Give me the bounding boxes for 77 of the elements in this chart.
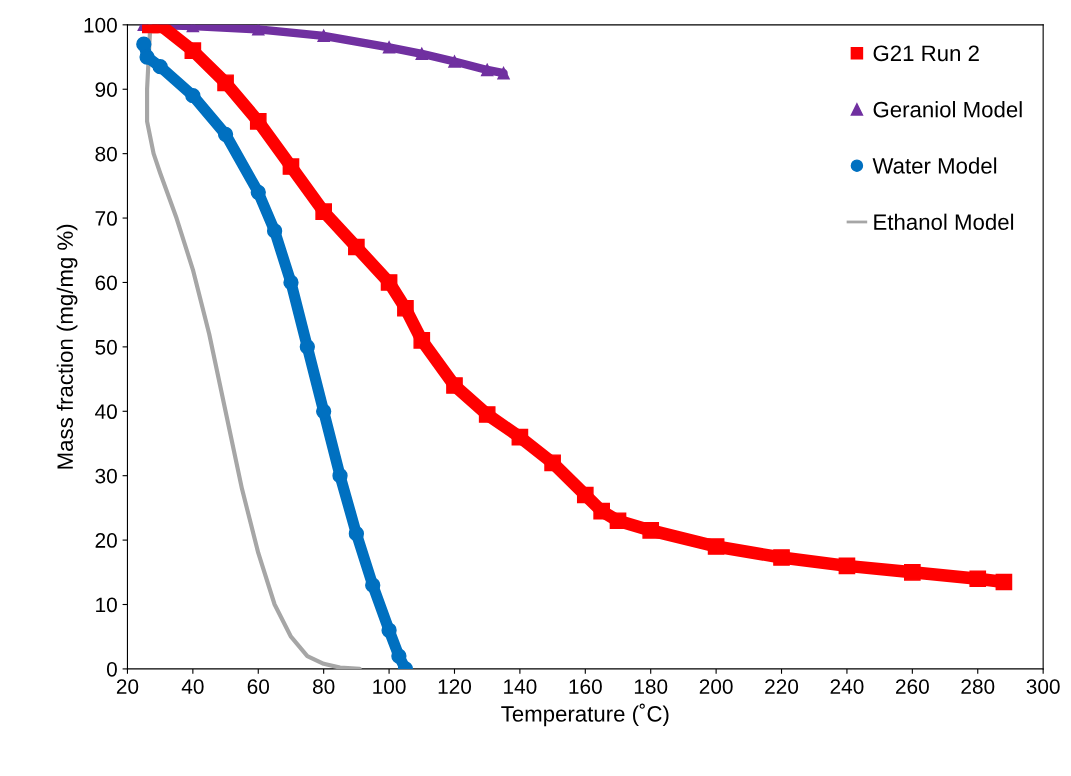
point xyxy=(391,648,407,664)
x-tick-label: 40 xyxy=(181,679,204,694)
point xyxy=(250,184,266,200)
y-tick-label: 20 xyxy=(95,533,117,548)
point xyxy=(593,502,610,520)
y-tick-label: 60 xyxy=(95,275,117,291)
point xyxy=(332,468,348,484)
x-tick-label: 140 xyxy=(504,679,537,694)
point xyxy=(773,549,790,566)
point xyxy=(316,403,332,419)
y-tick-label: 80 xyxy=(95,146,117,162)
legend-label: G21 Run 2 xyxy=(873,45,979,62)
point xyxy=(299,339,315,355)
x-tick-label: 300 xyxy=(1026,679,1060,694)
point xyxy=(576,486,594,504)
x-tick-label: 280 xyxy=(961,679,995,694)
point xyxy=(152,59,168,75)
y-tick-label: 30 xyxy=(95,468,117,484)
point xyxy=(415,47,429,61)
x-tick-label: 80 xyxy=(312,679,335,694)
point xyxy=(904,563,921,581)
point xyxy=(413,332,431,349)
point xyxy=(397,299,414,317)
x-axis-title: Temperature (˚C) xyxy=(501,703,669,727)
y-tick-label: 50 xyxy=(95,339,117,355)
y-tick-label: 70 xyxy=(95,211,117,226)
y-axis-title: Mass fraction (mg/mg %) xyxy=(56,224,78,469)
point xyxy=(448,55,461,68)
point xyxy=(317,29,330,43)
legend-label: Geraniol Model xyxy=(873,101,1022,118)
point xyxy=(382,41,396,54)
point xyxy=(217,74,234,92)
point xyxy=(249,113,267,130)
point xyxy=(995,573,1013,591)
point xyxy=(707,538,725,555)
point xyxy=(609,512,627,530)
x-tick-label: 100 xyxy=(373,679,406,694)
x-tick-label: 200 xyxy=(699,679,733,694)
x-tick-label: 240 xyxy=(830,679,864,694)
x-tick-label: 20 xyxy=(116,679,139,694)
legend-label: Ethanol Model xyxy=(874,213,1014,230)
point xyxy=(348,238,365,256)
point xyxy=(642,522,660,539)
point xyxy=(136,36,152,52)
x-tick-label: 180 xyxy=(634,679,668,694)
point xyxy=(252,24,265,36)
legend-label: Water Model xyxy=(872,157,997,174)
point xyxy=(217,126,234,142)
point xyxy=(544,454,561,472)
y-tick-label: 10 xyxy=(96,597,117,613)
point xyxy=(185,88,201,104)
y-tick-label: 40 xyxy=(95,404,117,420)
x-tick-label: 60 xyxy=(247,679,270,694)
x-tick-label: 120 xyxy=(438,679,472,694)
y-tick-label: 0 xyxy=(106,661,117,677)
point xyxy=(282,158,300,175)
point xyxy=(511,428,529,446)
point xyxy=(184,42,202,59)
point xyxy=(838,557,856,575)
x-tick-label: 220 xyxy=(765,679,799,694)
point xyxy=(139,49,155,65)
point xyxy=(380,274,398,291)
point xyxy=(969,570,987,588)
point xyxy=(266,223,283,239)
point xyxy=(365,577,381,593)
x-tick-label: 260 xyxy=(896,679,929,694)
point xyxy=(348,526,365,542)
point xyxy=(381,622,397,638)
y-tick-label: 90 xyxy=(95,82,117,97)
point xyxy=(283,274,299,291)
x-tick-label: 160 xyxy=(569,679,602,694)
y-tick-label: 100 xyxy=(84,17,117,33)
point xyxy=(480,63,494,77)
point xyxy=(497,66,510,80)
point xyxy=(315,203,333,220)
point xyxy=(446,377,463,394)
point xyxy=(478,406,496,423)
